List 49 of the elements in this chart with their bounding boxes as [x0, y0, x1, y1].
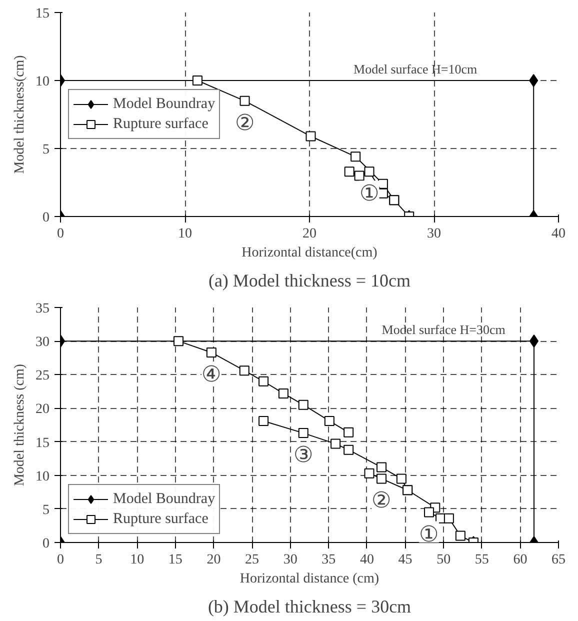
annotation: Model surface H=30cm: [382, 322, 506, 338]
x-axis-title: Horizontal distance (cm): [240, 572, 380, 586]
annotation: ①: [359, 180, 380, 206]
text: (a) Model thickness = 10cm: [208, 270, 411, 290]
annotation: ④: [201, 361, 222, 386]
y-tick-label: 25: [36, 368, 50, 384]
legend-label: Rupture surface: [113, 116, 208, 132]
x-tick-label: 30: [283, 552, 298, 568]
y-tick-label: 0: [42, 210, 50, 226]
x-tick-label: 40: [360, 552, 374, 568]
legend-label: Model Boundray: [113, 490, 216, 508]
text: (b) Model thickness = 30cm: [208, 596, 412, 616]
x-tick-label: 5: [95, 552, 102, 568]
y-tick-label: 20: [36, 402, 50, 418]
legend-label: Model Boundray: [113, 96, 216, 112]
x-tick-label: 30: [427, 226, 441, 242]
y-tick-label: 10: [36, 469, 50, 484]
x-tick-label: 55: [474, 552, 489, 568]
y-tick-label: 35: [36, 302, 50, 316]
y-axis-title: Model thickness(cm): [12, 54, 28, 174]
y-axis-title: Model thickness (cm): [12, 364, 28, 486]
x-tick-label: 65: [552, 552, 566, 568]
annotation: ②: [234, 110, 255, 135]
x-tick-label: 45: [398, 552, 412, 568]
annotation: ③: [293, 442, 314, 468]
legend-label: Rupture surface: [113, 510, 208, 528]
y-tick-label: 5: [42, 142, 50, 158]
x-tick-label: 20: [302, 226, 316, 242]
annotation: ②: [372, 488, 392, 513]
x-tick-label: 20: [206, 552, 221, 568]
y-tick-label: 15: [36, 436, 50, 451]
x-tick-label: 35: [322, 552, 336, 568]
y-tick-label: 5: [42, 502, 50, 518]
annotation: ①: [419, 521, 440, 546]
y-tick-label: 30: [36, 335, 50, 350]
x-tick-label: 10: [130, 552, 144, 568]
x-tick-label: 60: [513, 552, 528, 568]
y-tick-label: 0: [42, 536, 50, 552]
x-tick-label: 40: [552, 226, 566, 242]
x-axis-title: Horizontal distance(cm): [242, 246, 378, 260]
x-tick-label: 50: [436, 552, 451, 568]
x-tick-label: 0: [57, 552, 64, 568]
y-tick-label: 15: [36, 6, 50, 22]
x-tick-label: 10: [178, 226, 192, 242]
y-tick-label: 10: [36, 74, 50, 90]
x-tick-label: 0: [57, 226, 64, 242]
x-tick-label: 25: [245, 552, 260, 568]
annotation: Model surface H=10cm: [354, 62, 478, 76]
x-tick-label: 15: [168, 552, 182, 568]
